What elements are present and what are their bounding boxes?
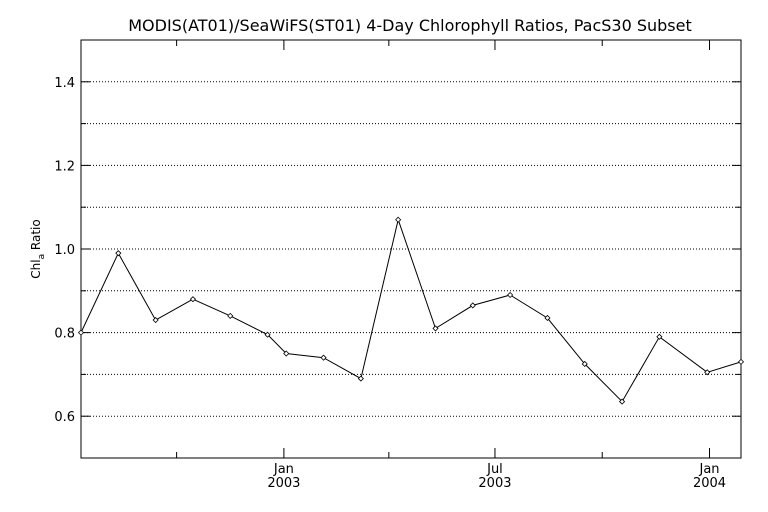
data-point [737,358,745,365]
data-point [395,216,402,223]
data-point [283,350,290,357]
x-tick-label-year: 2003 [478,476,511,491]
y-tick-label: 1.2 [54,159,75,174]
y-tick-label: 1.4 [54,76,75,91]
data-point [544,314,551,322]
y-tick-label: 0.8 [54,327,75,342]
data-point [264,331,271,338]
data-point [656,333,663,340]
x-tick-label-month: Jan [698,462,719,477]
y-tick-labels: 0.6 0.8 1.0 1.2 1.4 [54,76,75,425]
x-tick-label-month: Jul [486,462,503,477]
y-axis-label: Chla Ratio [29,219,47,278]
chart-title: MODIS(AT01)/SeaWiFS(ST01) 4-Day Chloroph… [128,16,692,35]
x-tick-label-month: Jan [273,462,294,477]
data-point [115,250,122,257]
data-point [469,302,476,309]
data-point [704,369,711,376]
data-point [189,296,197,303]
y-axis-label-suffix: Ratio [29,219,43,254]
data-point [320,354,327,361]
y-tick-label: 0.6 [54,410,75,425]
y-tick-label: 1.0 [54,243,75,258]
x-tick-label-year: 2004 [693,476,726,491]
y-axis-label-subscript: a [37,254,47,260]
x-tick-label-year: 2003 [267,476,300,491]
data-point [77,329,85,336]
gridlines [81,81,741,417]
data-point [581,360,588,368]
data-point [432,325,439,332]
data-point [152,316,159,324]
series-layer [77,216,745,405]
data-point [618,398,626,405]
y-axis-label-main: Chl [29,259,43,278]
data-point [507,291,514,299]
data-point [357,375,364,382]
data-point [227,312,234,319]
axis-ticks [81,40,741,458]
